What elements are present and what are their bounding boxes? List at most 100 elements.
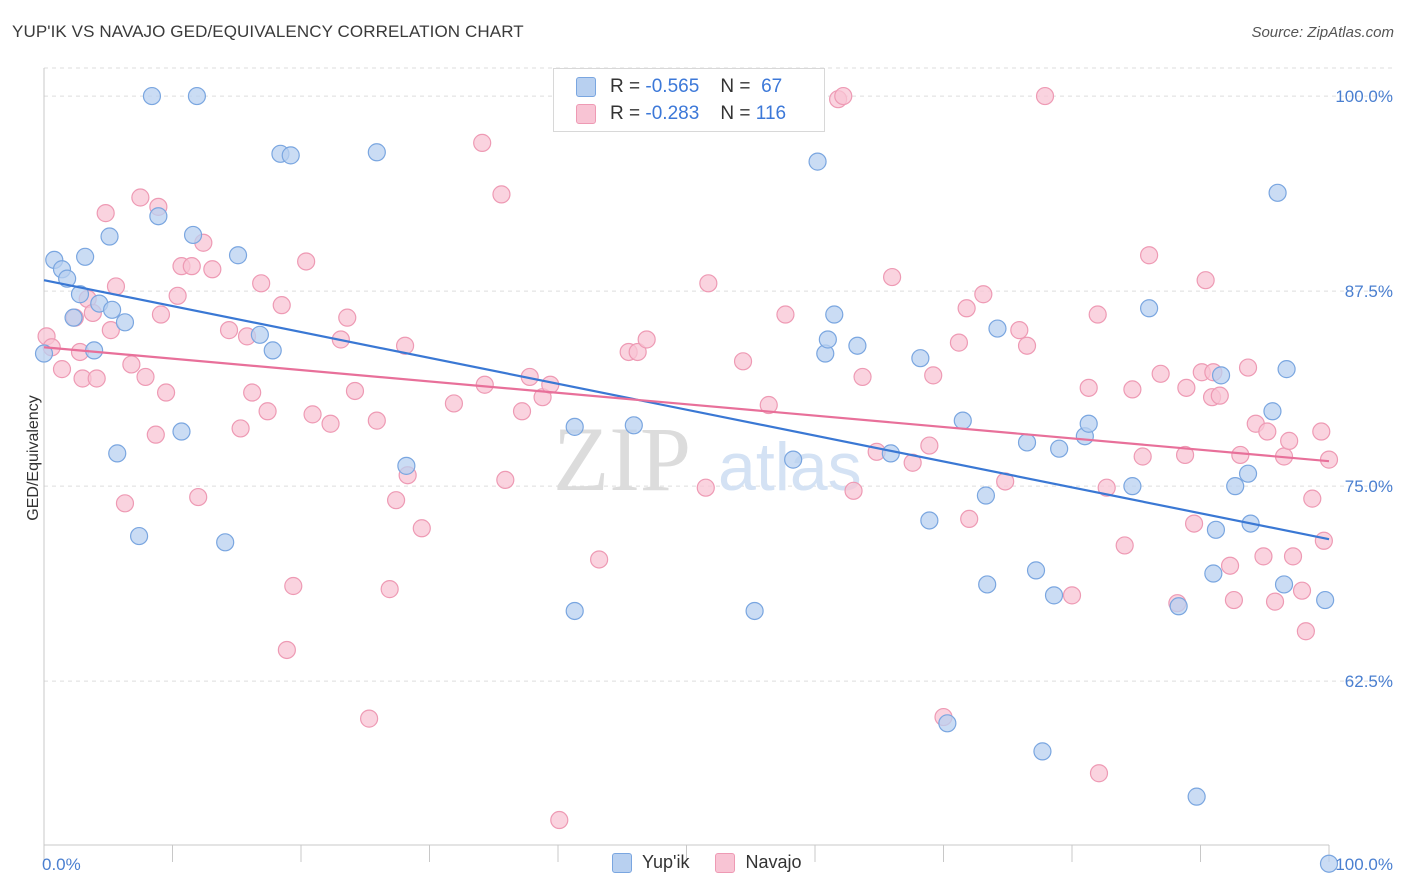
yupik-point [1204, 564, 1223, 583]
yupik-point [1026, 561, 1046, 580]
yupik-point [624, 416, 643, 435]
legend-item-yupik[interactable]: Yup'ik [612, 852, 689, 873]
navajo-point [1224, 590, 1244, 610]
yupik-point [1123, 477, 1142, 496]
y-tick-label: 100.0% [1335, 87, 1393, 106]
navajo-point [284, 576, 303, 596]
yupik-point [367, 143, 386, 162]
yupik-point [911, 349, 930, 368]
navajo-point [277, 640, 296, 660]
navajo-point [974, 285, 993, 304]
navajo-trend-line [43, 346, 1330, 463]
navajo-point [1254, 547, 1273, 566]
r-value: -0.565 [645, 76, 700, 97]
yupik-point [784, 450, 803, 469]
yupik-point [108, 444, 127, 463]
navajo-point [395, 336, 415, 355]
navajo-point [699, 274, 718, 293]
navajo-point [1088, 305, 1107, 324]
navajo-point [338, 308, 357, 327]
yupik-point [1079, 414, 1098, 433]
yupik-point [818, 330, 837, 349]
yupik-point [76, 247, 95, 266]
navajo-point [1296, 622, 1315, 641]
navajo-point [834, 86, 853, 106]
r-value: -0.283 [645, 103, 700, 124]
navajo-point [52, 360, 72, 379]
stats-legend: R = -0.565 N = 67 R = -0.283 N = 116 [553, 68, 825, 132]
navajo-point [1312, 422, 1331, 441]
yupik-point [848, 336, 867, 355]
yupik-point [397, 456, 416, 475]
yupik-point [565, 417, 584, 436]
yupik-point [1044, 586, 1064, 605]
navajo-point [272, 296, 291, 315]
navajo-point [182, 257, 201, 276]
navajo-point [1151, 364, 1170, 383]
navajo-point [492, 185, 511, 204]
navajo-point [136, 367, 155, 387]
yupik-point [953, 411, 972, 430]
yupik-point [172, 422, 191, 441]
navajo-swatch [576, 104, 596, 124]
yupik-swatch [576, 77, 596, 97]
legend-row-yupik: R = -0.565 N = 67 [576, 74, 782, 100]
yupik-point [1050, 439, 1069, 458]
yupik-point [1263, 402, 1282, 421]
navajo-point [1196, 271, 1215, 290]
navajo-point [473, 133, 492, 152]
navajo-point [146, 425, 165, 444]
yupik-point [1033, 742, 1052, 761]
yupik-point [1017, 433, 1037, 452]
navajo-point [1139, 246, 1159, 265]
n-label: N = [720, 76, 751, 97]
yupik-point [187, 86, 207, 106]
yupik-point [920, 511, 939, 530]
navajo-point [1175, 445, 1195, 465]
x-tick-label: 100.0% [1335, 855, 1393, 874]
navajo-point [1258, 422, 1277, 441]
navajo-point [957, 299, 976, 318]
navajo-point [189, 487, 208, 507]
navajo-point [258, 402, 277, 421]
yupik-point [281, 146, 300, 165]
navajo-point [1210, 386, 1229, 405]
navajo-point [203, 260, 222, 279]
yupik-series [34, 86, 1339, 873]
n-label: N = [720, 103, 751, 124]
navajo-point [1177, 378, 1196, 397]
y-tick-label: 62.5% [1345, 672, 1393, 691]
navajo-point [367, 411, 386, 430]
yupik-point [228, 246, 248, 265]
yupik-trend-line [43, 279, 1330, 541]
navajo-point [853, 367, 872, 387]
y-tick-label: 75.0% [1345, 477, 1393, 496]
navajo-point [252, 274, 271, 293]
yupik-point [745, 601, 764, 621]
navajo-point [1017, 336, 1037, 355]
navajo-point [696, 478, 715, 497]
trend-lines [43, 279, 1330, 541]
tick-labels: 62.5% 75.0% 87.5% 100.0% 0.0% 100.0% [42, 87, 1393, 874]
legend-row-navajo: R = -0.283 N = 116 [576, 101, 786, 127]
yupik-point [1277, 360, 1296, 379]
yupik-point [988, 319, 1007, 338]
navajo-point [949, 333, 969, 352]
navajo-point [512, 402, 532, 421]
navajo-point [219, 321, 239, 340]
navajo-point [386, 491, 406, 510]
yupik-point [1268, 183, 1287, 202]
navajo-point [1035, 86, 1055, 106]
chart-title: YUP'IK VS NAVAJO GED/EQUIVALENCY CORRELA… [12, 22, 524, 41]
yupik-point [64, 308, 83, 327]
navajo-point [297, 252, 316, 271]
navajo-point [924, 366, 943, 385]
navajo-point [101, 321, 120, 340]
yupik-point [250, 325, 269, 344]
yupik-point [115, 313, 135, 332]
yupik-point [1316, 590, 1335, 610]
navajo-point [1079, 378, 1098, 397]
navajo-point [882, 267, 902, 287]
legend-item-navajo[interactable]: Navajo [715, 852, 802, 873]
